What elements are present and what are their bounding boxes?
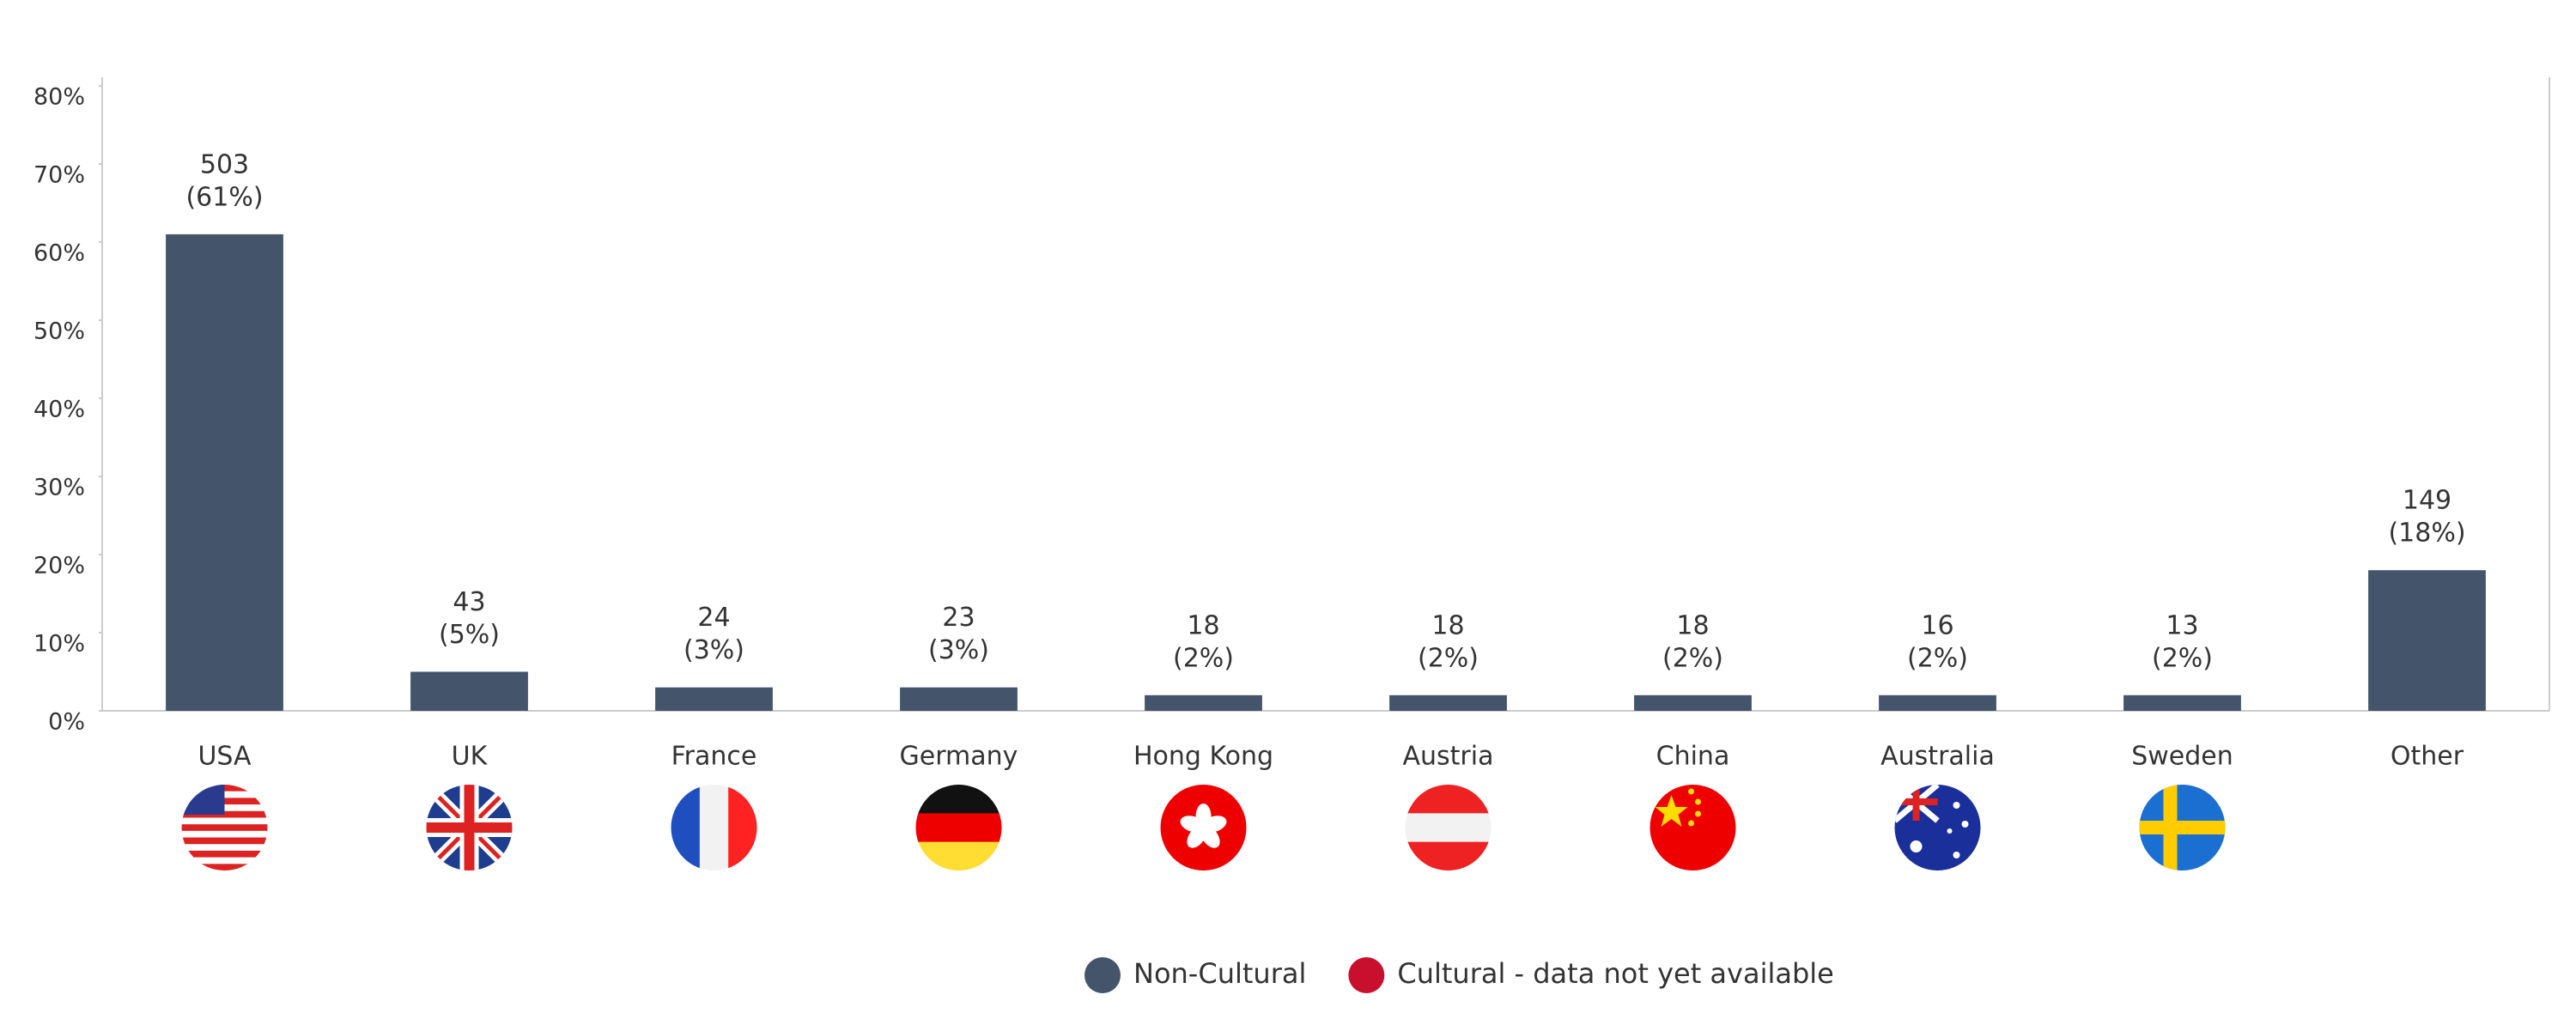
flag-part: [1953, 802, 1960, 809]
data-label-count: 149: [2403, 486, 2451, 516]
data-label-count: 16: [1921, 610, 1953, 640]
flag-part: [1695, 798, 1701, 805]
flag-part: [181, 817, 268, 825]
x-tick-label: France: [671, 742, 757, 772]
y-tick-label: 10%: [33, 631, 85, 658]
flag-part: [181, 824, 268, 832]
flag-part: [699, 785, 730, 870]
flag-part: [1655, 795, 1688, 827]
flag-part: [1180, 816, 1206, 833]
flag-part: [181, 857, 268, 864]
bar: [655, 687, 773, 711]
bar: [1634, 695, 1752, 711]
x-tick-label: Hong Kong: [1133, 742, 1273, 772]
bar: [1879, 695, 1996, 711]
legend-marker: [1348, 957, 1385, 993]
flag-part: [1688, 820, 1694, 827]
flag-part: [181, 837, 268, 845]
bar: [2123, 695, 2241, 711]
flag: [1160, 785, 1247, 870]
y-tick-label: 30%: [33, 475, 85, 501]
x-tick-label: China: [1656, 742, 1730, 772]
data-label-count: 13: [2166, 610, 2198, 640]
flag-part: [464, 785, 475, 870]
data-label-count: 18: [1431, 610, 1464, 640]
legend-label: Non-Cultural: [1133, 957, 1306, 990]
flag: [915, 785, 1002, 870]
flag-part: [1910, 840, 1923, 852]
flag-part: [1953, 852, 1960, 858]
flag: [426, 785, 513, 870]
flag-part: [915, 841, 1002, 870]
flag-part: [1405, 841, 1492, 870]
data-label-count: 18: [1187, 610, 1219, 640]
flag: [181, 785, 268, 870]
flag: [1649, 785, 1736, 870]
flag-part: [181, 850, 268, 858]
y-tick-label: 0%: [48, 709, 85, 736]
x-tick-label: USA: [197, 742, 252, 772]
flag: [1894, 785, 1981, 870]
flag-part: [915, 813, 1002, 843]
data-label-percent: (3%): [928, 635, 989, 665]
x-tick-label: UK: [452, 742, 489, 772]
flag-part: [671, 785, 701, 870]
flag: [671, 785, 757, 870]
flag-part: [1695, 810, 1701, 817]
data-label-percent: (2%): [2152, 643, 2213, 673]
bar: [1145, 695, 1262, 711]
data-label-percent: (61%): [185, 182, 263, 212]
data-label-count: 18: [1676, 610, 1709, 640]
flag-part: [2139, 821, 2226, 834]
data-label-percent: (2%): [1418, 643, 1479, 673]
flag-part: [1947, 828, 1953, 834]
y-tick-label: 50%: [33, 318, 85, 345]
flag-part: [1961, 821, 1969, 828]
flag-part: [181, 830, 268, 839]
y-tick-label: 60%: [33, 240, 85, 267]
data-label-percent: (2%): [1907, 643, 1968, 673]
bar: [1389, 695, 1507, 711]
flag-part: [1912, 785, 1920, 821]
flag-part: [1405, 813, 1492, 843]
y-tick-label: 40%: [33, 397, 85, 423]
flag-part: [181, 864, 268, 870]
flag-part: [2163, 785, 2178, 870]
flag: [1405, 785, 1492, 870]
bar: [2368, 570, 2486, 711]
y-tick-label: 20%: [33, 553, 85, 579]
x-tick-label: Australia: [1880, 742, 1995, 772]
data-label-percent: (2%): [1662, 643, 1723, 673]
legend-label: Cultural - data not yet available: [1397, 957, 1834, 990]
data-label-count: 23: [942, 603, 975, 633]
flag-part: [181, 844, 268, 852]
bar: [410, 671, 528, 711]
flag-part: [915, 785, 1002, 815]
y-tick-label: 70%: [33, 162, 85, 189]
flag-part: [1405, 785, 1492, 815]
x-tick-label: Sweden: [2131, 742, 2233, 772]
flag-part: [1688, 788, 1694, 795]
data-label-percent: (2%): [1173, 643, 1234, 673]
data-label-count: 503: [200, 149, 249, 179]
x-tick-label: Germany: [900, 742, 1018, 772]
flag-part: [1649, 785, 1736, 870]
y-tick-label: 80%: [33, 84, 85, 111]
data-label-percent: (18%): [2388, 519, 2465, 549]
legend-marker: [1084, 957, 1121, 993]
flag: [2139, 785, 2226, 870]
x-tick-label: Austria: [1403, 742, 1494, 772]
flag-part: [728, 785, 757, 870]
flag-part: [181, 785, 225, 815]
data-label-count: 24: [697, 603, 730, 633]
bar: [166, 234, 283, 711]
data-label-count: 43: [453, 587, 485, 617]
x-tick-label: Other: [2391, 742, 2464, 772]
data-label-percent: (3%): [683, 635, 744, 665]
bar: [900, 687, 1018, 711]
data-label-percent: (5%): [439, 620, 500, 650]
